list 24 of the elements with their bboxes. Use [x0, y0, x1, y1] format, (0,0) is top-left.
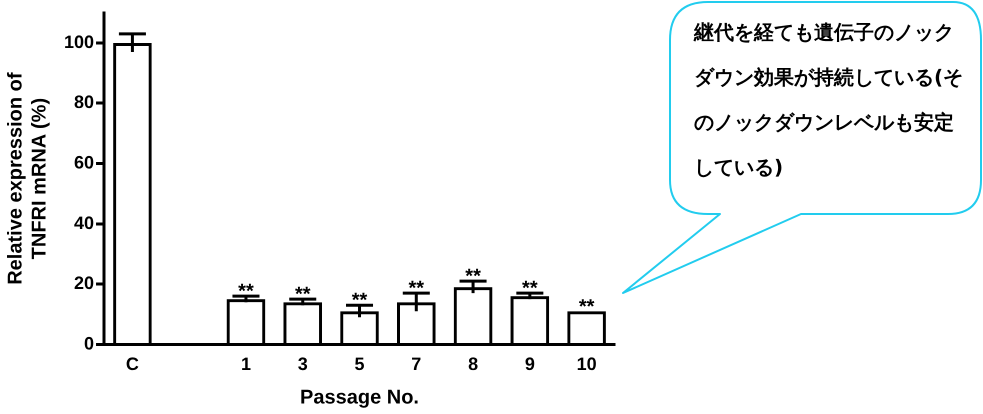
x-tick-label: 10 — [576, 354, 597, 374]
y-axis-title: Relative expression of TNFRI mRNA (%) — [4, 72, 51, 285]
annotation: ** — [408, 278, 424, 300]
y-tick-label: 60 — [74, 152, 94, 172]
x-tick-label: 5 — [354, 354, 365, 374]
y-tick-label: 20 — [74, 273, 94, 294]
x-tick-label: 7 — [411, 354, 422, 374]
y-tick-label: 100 — [64, 32, 94, 52]
x-tick-label: 1 — [240, 354, 251, 374]
text: 継代を経ても遺伝子のノックダウン効果が持続している(そのノックダウンレベルも安定している) — [694, 19, 964, 181]
x-tick-label: C — [126, 354, 139, 374]
annotation: ** — [294, 284, 311, 306]
x-tick-label: 9 — [524, 354, 535, 374]
x-tick-label: 8 — [468, 354, 478, 374]
y-tick-label: 80 — [74, 92, 94, 112]
y-tick-label: 40 — [74, 212, 94, 233]
annotation: ** — [465, 266, 482, 288]
y-tick-label: 0 — [84, 333, 94, 354]
x-axis-title: Passage No. — [300, 386, 419, 409]
annotation: ** — [352, 290, 368, 312]
x-tick-label: 3 — [298, 354, 308, 374]
annotation: ** — [578, 296, 595, 318]
annotation: ** — [238, 280, 254, 303]
annotation: ** — [522, 278, 538, 300]
